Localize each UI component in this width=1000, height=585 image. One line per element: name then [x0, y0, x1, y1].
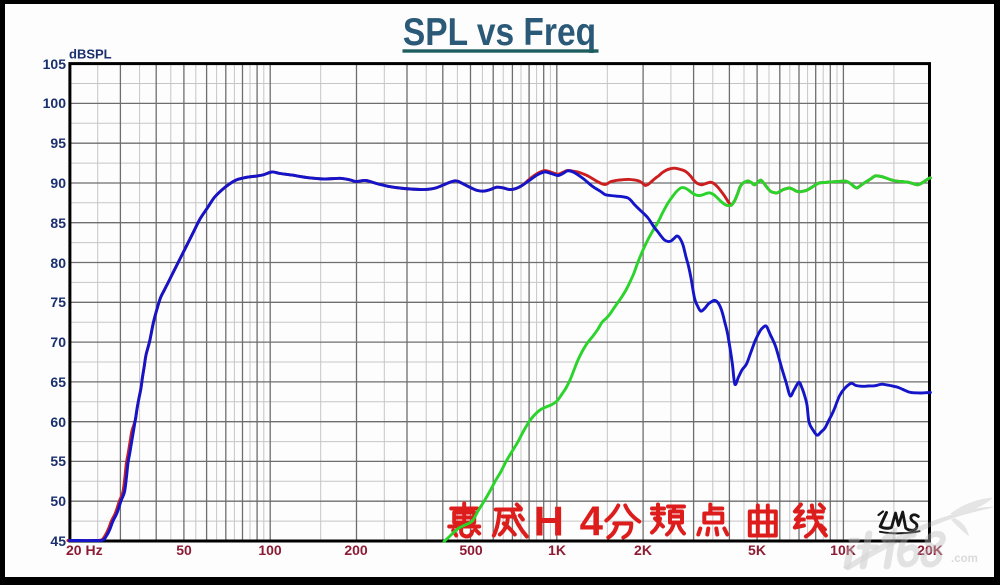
svg-text:105: 105	[43, 56, 67, 72]
svg-text:500: 500	[459, 542, 483, 558]
svg-text:5K: 5K	[748, 542, 766, 558]
svg-text:50: 50	[50, 493, 66, 509]
svg-text:200: 200	[344, 542, 368, 558]
svg-text:95: 95	[50, 135, 66, 151]
svg-text:SPL vs Freq: SPL vs Freq	[403, 9, 596, 53]
svg-text:70: 70	[50, 334, 66, 350]
svg-text:90: 90	[50, 175, 66, 191]
svg-text:80: 80	[50, 255, 66, 271]
svg-text:.com: .com	[951, 553, 978, 565]
svg-text:100: 100	[258, 542, 282, 558]
svg-text:85: 85	[50, 215, 66, 231]
svg-text:75: 75	[50, 294, 66, 310]
svg-text:H: H	[534, 498, 564, 545]
svg-text:65: 65	[50, 374, 66, 390]
svg-text:45: 45	[50, 533, 66, 549]
svg-text:100: 100	[43, 95, 67, 111]
svg-text:60: 60	[50, 414, 66, 430]
svg-text:2K: 2K	[634, 542, 652, 558]
svg-text:1K: 1K	[548, 542, 566, 558]
svg-text:4: 4	[580, 498, 604, 545]
svg-text:10K: 10K	[830, 542, 856, 558]
svg-text:20K: 20K	[917, 542, 943, 558]
svg-text:50: 50	[176, 542, 192, 558]
svg-text:20 Hz: 20 Hz	[66, 542, 103, 558]
svg-text:55: 55	[50, 453, 66, 469]
svg-text:dBSPL: dBSPL	[69, 47, 112, 62]
